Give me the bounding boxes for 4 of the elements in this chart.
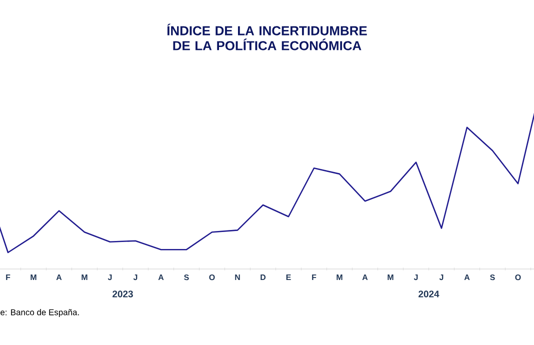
text: e: Banco de España.	[0, 309, 79, 317]
text: 2024	[418, 290, 440, 298]
chart-title: ÍNDICE DE LA INCERTIDUMBRE DE LA POLÍTICA ECONÓMICA	[167, 24, 367, 50]
text: 2023	[112, 290, 133, 298]
